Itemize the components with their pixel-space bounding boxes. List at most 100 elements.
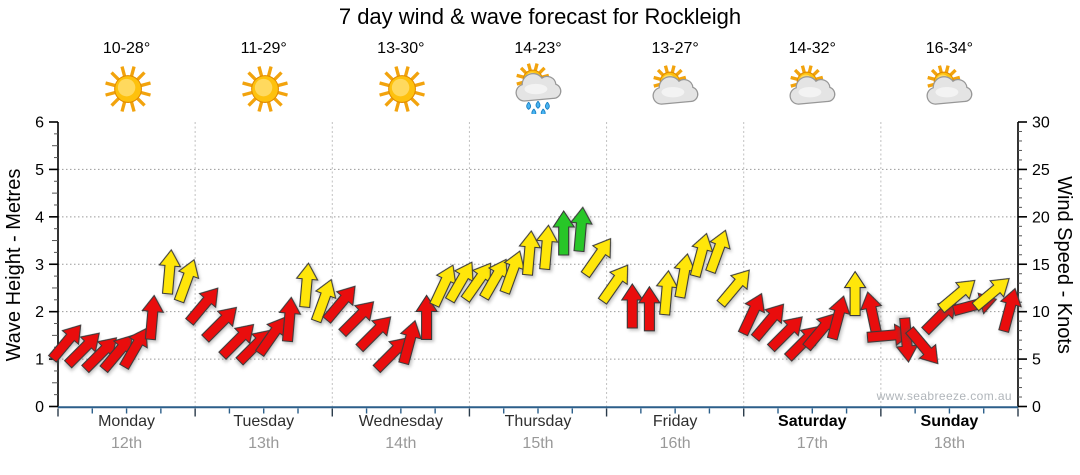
- wind-arrow-shape: [937, 279, 976, 314]
- right-tick-label: 15: [1032, 257, 1050, 274]
- day-header-monday: 10-28°: [62, 40, 192, 114]
- wind-arrow: [141, 294, 165, 341]
- day-date-label: 13th: [248, 435, 280, 452]
- wind-arrow: [580, 237, 612, 279]
- day-header-saturday: 14-32°: [747, 40, 877, 114]
- raindrop: [526, 101, 532, 110]
- wind-arrow-shape: [278, 296, 302, 343]
- wind-arrow: [278, 296, 302, 343]
- sunny-icon: [241, 66, 288, 112]
- day-footer-sunday: Sunday 18th: [879, 413, 1019, 453]
- day-date-label: 15th: [522, 435, 554, 452]
- left-tick-label: 1: [35, 352, 44, 369]
- wind-arrow-shape: [569, 206, 593, 253]
- wind-arrow-shape: [826, 295, 851, 341]
- sun-highlight: [254, 78, 273, 97]
- day-footer-friday: Friday 16th: [605, 413, 745, 453]
- wind-arrow: [338, 301, 375, 338]
- wind-arrow: [843, 270, 867, 317]
- wind-arrow: [295, 262, 319, 309]
- day-date-label: 12th: [110, 435, 143, 452]
- weather-icon-wrap: [512, 62, 564, 117]
- wind-arrow-shape: [971, 277, 1010, 312]
- wind-arrow-shape: [620, 282, 644, 329]
- day-temperature-range: 16-34°: [925, 40, 974, 57]
- day-footer-tuesday: Tuesday 13th: [194, 413, 334, 453]
- wind-arrow: [158, 248, 182, 295]
- day-header-tuesday: 11-29°: [199, 40, 329, 114]
- wind-arrow-shape: [766, 316, 803, 353]
- weather-icon-wrap: [238, 62, 290, 114]
- sun-highlight: [117, 78, 135, 97]
- day-name-label: Saturday: [778, 413, 847, 430]
- wind-arrow-shape: [63, 332, 100, 369]
- chart-title: 7 day wind & wave forecast for Rockleigh: [338, 4, 742, 29]
- wind-arrow-shape: [859, 291, 883, 337]
- day-temperature-range: 14-32°: [788, 40, 836, 57]
- wind-arrow: [826, 295, 851, 341]
- day-footer-saturday: Saturday 17th: [742, 413, 882, 453]
- sunny-icon: [378, 66, 425, 112]
- wind-arrow-shape: [705, 229, 731, 275]
- cloud-highlight: [524, 83, 548, 95]
- wind-arrow-shape: [415, 294, 439, 340]
- day-temperature-range: 11-29°: [240, 40, 287, 57]
- wind-arrow: [63, 332, 100, 369]
- wind-arrow-shape: [580, 237, 612, 279]
- day-temperature-range: 14-23°: [514, 40, 562, 57]
- wind-arrow-shape: [637, 285, 661, 332]
- wind-arrow-shape: [843, 270, 867, 317]
- wind-arrow: [119, 327, 148, 371]
- day-name-label: Friday: [652, 413, 698, 430]
- wind-arrow: [750, 303, 785, 342]
- wind-arrow: [689, 232, 714, 279]
- wind-arrow: [637, 285, 661, 332]
- wind-arrow-shape: [158, 248, 182, 295]
- day-date-label: 16th: [659, 435, 691, 452]
- wind-arrow: [322, 285, 356, 324]
- wind-arrow-shape: [141, 294, 165, 341]
- left-tick-label: 0: [35, 399, 44, 416]
- wind-arrow-shape: [597, 264, 629, 305]
- wind-arrow: [184, 287, 219, 326]
- wind-arrow-shape: [398, 319, 422, 366]
- sun-cloud-icon: [927, 65, 973, 105]
- wind-arrow: [569, 206, 593, 253]
- day-footer-monday: Monday 12th: [57, 413, 197, 453]
- wind-arrow-shape: [355, 316, 392, 353]
- sun-cloud-icon: [789, 65, 836, 105]
- wind-arrow-shape: [295, 262, 319, 309]
- cloud-highlight: [798, 86, 822, 98]
- wind-arrow: [552, 209, 576, 256]
- day-header-wednesday: 13-30°: [336, 40, 466, 114]
- day-name-label: Sunday: [920, 413, 979, 430]
- raindrop: [535, 100, 541, 109]
- sun-highlight: [391, 78, 410, 97]
- day-name-label: Monday: [98, 413, 156, 430]
- wind-arrow-shape: [750, 303, 785, 342]
- left-tick-label: 3: [35, 257, 44, 274]
- wind-arrow-shape: [322, 285, 356, 324]
- wind-arrow-shape: [689, 232, 714, 279]
- wind-arrow-shape: [535, 224, 559, 271]
- wind-arrow: [620, 282, 644, 329]
- wind-arrow: [310, 278, 337, 324]
- sun-cloud-rain-icon: [515, 63, 562, 117]
- wind-arrow: [904, 325, 939, 365]
- wind-arrow: [415, 294, 439, 340]
- weather-icon-wrap: [786, 62, 838, 114]
- wind-arrow: [859, 291, 883, 337]
- right-tick-label: 0: [1032, 399, 1041, 416]
- left-tick-label: 4: [35, 209, 44, 226]
- rain-cloud-group: [515, 72, 562, 102]
- wind-arrow-shape: [218, 323, 255, 360]
- wind-arrow: [737, 292, 766, 337]
- raindrop: [540, 108, 546, 117]
- right-tick-label: 20: [1032, 209, 1050, 226]
- wind-arrow: [937, 279, 976, 314]
- wind-arrow: [47, 324, 82, 363]
- wind-arrow: [218, 323, 255, 360]
- wind-arrow: [998, 287, 1022, 334]
- right-tick-label: 25: [1032, 162, 1050, 179]
